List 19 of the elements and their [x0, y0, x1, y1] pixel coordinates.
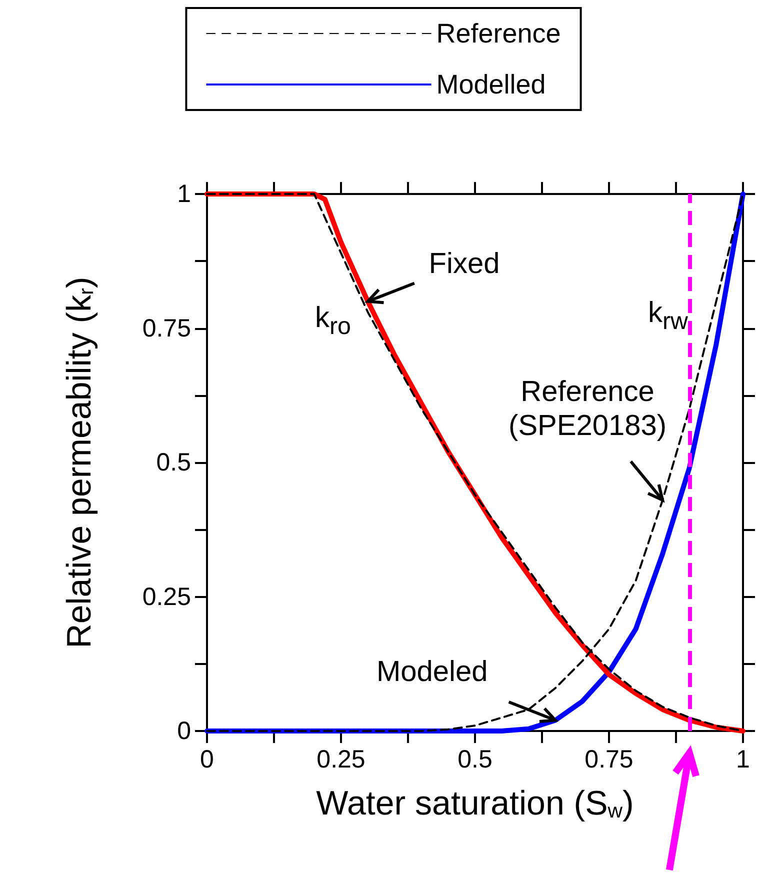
y-tick-label: 0.25 [142, 582, 191, 611]
annotation: Fixed [428, 246, 501, 281]
legend-label: Modelled [436, 70, 546, 100]
annotation: Modeled [375, 654, 489, 689]
annotation: k$_{ro}$ [314, 301, 352, 342]
y-tick-label: 1 [177, 180, 191, 208]
y-tick-label: 0.75 [142, 314, 191, 342]
x-tick-label: 0 [200, 746, 214, 774]
annotation: k$_{rw}$ [646, 296, 689, 337]
y-axis-title: Relative permeability (kr) [60, 276, 98, 648]
x-tick-label: 0.75 [584, 746, 634, 774]
x-tick-label: 0.25 [316, 746, 366, 774]
y-tick-label: 0 [177, 717, 191, 745]
legend-label: Reference [436, 18, 561, 48]
x-tick-label: 0.5 [458, 746, 492, 774]
y-tick-label: 0.5 [156, 448, 191, 476]
annotation: Reference (SPE20183) [508, 374, 668, 443]
x-axis-title: Water saturation (Sw) [316, 784, 634, 823]
x-tick-label: 1 [736, 746, 750, 774]
